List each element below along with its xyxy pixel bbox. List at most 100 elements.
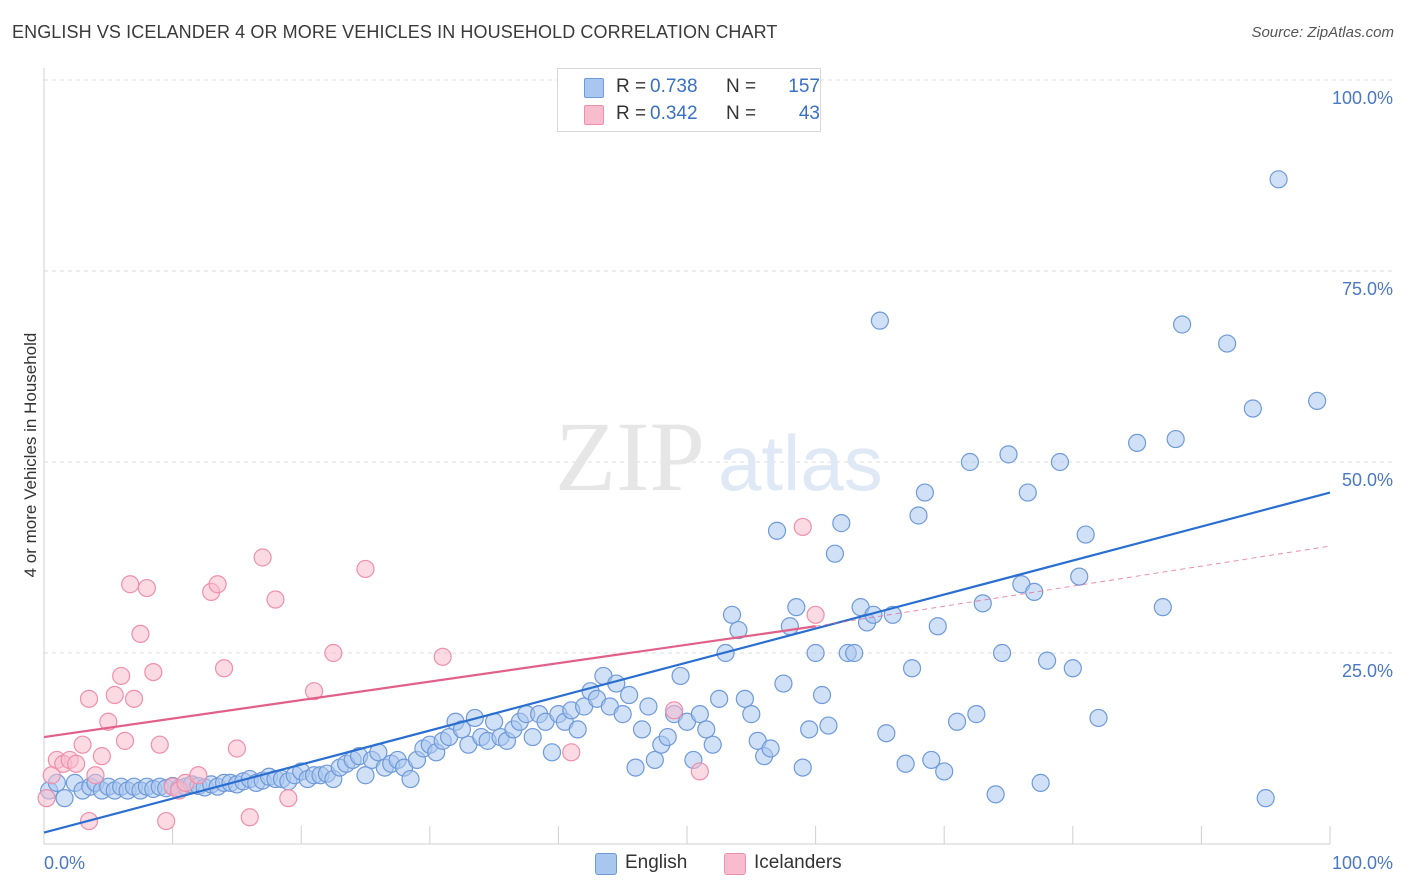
english-point-146: [1018, 483, 1037, 502]
english-point-160: [1243, 399, 1262, 418]
english-point-88: [613, 705, 632, 724]
watermark-atlas: atlas: [718, 419, 883, 507]
icelanders-point-31: [253, 548, 272, 567]
english-point-91: [632, 720, 652, 739]
icelanders-point-14: [115, 731, 135, 750]
icelanders-swatch: [584, 105, 604, 125]
icelanders-trend-line: [43, 625, 816, 739]
source-credit: Source: ZipAtlas.com: [1251, 24, 1394, 41]
english-point-134: [915, 483, 935, 502]
english-trend-line: [43, 491, 1331, 834]
watermark: ZIP atlas: [555, 401, 883, 512]
english-point-118: [806, 643, 825, 663]
english-point-135: [922, 750, 941, 770]
icelanders-point-6: [73, 735, 92, 754]
english-point-137: [935, 762, 954, 781]
english-point-132: [902, 659, 922, 678]
english-point-163: [1308, 391, 1327, 410]
english-legend-label: English: [625, 852, 688, 873]
label-layer: 4 or more Vehicles in Household: [21, 333, 40, 578]
english-point-55: [401, 769, 420, 789]
english-point-107: [735, 689, 754, 708]
icelanders-n-value: 43: [798, 103, 820, 124]
english-point-136: [928, 617, 947, 636]
icelanders-point-34: [304, 682, 324, 701]
icelanders-point-30: [240, 808, 259, 827]
icelanders-point-42: [806, 605, 825, 624]
icelanders-point-15: [121, 575, 140, 594]
english-n-label: N =: [726, 76, 757, 97]
chart-title: ENGLISH VS ICELANDER 4 OR MORE VEHICLES …: [12, 22, 778, 42]
english-point-90: [626, 758, 645, 777]
english-point-133: [909, 506, 928, 525]
stats-legend: R = 0.738 N = 157 R = 0.342 N = 43: [557, 68, 821, 132]
icelanders-point-38: [562, 743, 581, 762]
english-point-117: [800, 720, 819, 739]
english-point-158: [1173, 315, 1192, 334]
english-point-138: [947, 712, 967, 731]
english-point-101: [697, 720, 716, 739]
english-point-114: [780, 617, 799, 636]
icelanders-point-12: [105, 685, 124, 705]
icelanders-point-18: [137, 578, 156, 598]
english-point-97: [671, 666, 690, 686]
english-point-77: [542, 743, 562, 762]
english-point-141: [973, 594, 992, 613]
english-point-148: [1031, 773, 1050, 792]
x-tick-label-0: 0.0%: [44, 853, 85, 873]
english-legend-swatch: [595, 853, 617, 875]
english-point-159: [1218, 334, 1237, 353]
english-point-63: [452, 720, 472, 739]
icelanders-trend-extension: [815, 545, 1331, 627]
icelanders-point-37: [433, 647, 452, 666]
icelanders-point-17: [131, 624, 150, 644]
english-swatch: [584, 78, 604, 98]
icelanders-point-13: [112, 666, 131, 686]
icelanders-point-11: [99, 712, 118, 731]
icelanders-legend-label: Icelanders: [754, 852, 842, 873]
english-point-142: [986, 785, 1005, 804]
english-point-147: [1025, 582, 1044, 601]
english-point-131: [896, 754, 915, 773]
english-point-157: [1166, 429, 1185, 449]
icelanders-point-0: [37, 789, 56, 808]
icelanders-point-40: [690, 762, 709, 781]
english-point-113: [774, 674, 793, 693]
icelanders-point-20: [150, 735, 169, 754]
english-point-102: [703, 735, 722, 754]
english-point-103: [710, 689, 729, 708]
icelanders-point-27: [208, 575, 227, 594]
english-point-149: [1037, 651, 1057, 670]
english-point-144: [999, 445, 1018, 464]
icelanders-point-5: [67, 754, 86, 773]
english-point-81: [568, 720, 587, 739]
icelanders-n-label: N =: [726, 103, 757, 124]
icelanders-point-41: [793, 517, 812, 537]
english-point-139: [960, 452, 980, 472]
y-axis-label: 4 or more Vehicles in Household: [21, 333, 40, 578]
english-point-122: [832, 514, 851, 533]
english-point-161: [1256, 789, 1275, 808]
english-point-93: [645, 750, 664, 770]
english-point-2: [55, 789, 74, 808]
english-point-119: [812, 685, 832, 705]
english-point-121: [825, 544, 844, 563]
icelanders-point-28: [214, 659, 234, 678]
english-point-124: [845, 643, 864, 663]
axis-layer: 25.0% 50.0% 75.0% 100.0% 0.0% 100.0%: [44, 88, 1393, 873]
english-point-154: [1089, 708, 1108, 728]
english-point-116: [793, 758, 812, 777]
english-point-153: [1076, 525, 1095, 544]
trend-layer: [43, 491, 1331, 834]
english-point-162: [1269, 170, 1288, 189]
english-point-100: [690, 705, 709, 724]
english-point-95: [658, 727, 677, 747]
english-point-111: [761, 739, 780, 758]
english-point-156: [1153, 598, 1172, 617]
english-point-155: [1127, 433, 1147, 452]
icelanders-r-value: 0.342: [650, 103, 698, 124]
english-point-129: [877, 724, 896, 743]
icelanders-point-35: [324, 643, 343, 663]
icelanders-point-36: [356, 559, 375, 579]
icelanders-legend-swatch: [724, 853, 746, 875]
